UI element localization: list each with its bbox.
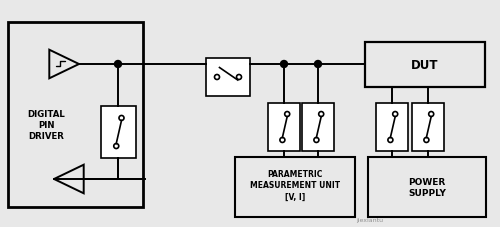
Bar bbox=[368, 157, 486, 217]
Bar bbox=[206, 59, 250, 96]
Circle shape bbox=[280, 61, 287, 68]
Circle shape bbox=[114, 144, 119, 149]
Circle shape bbox=[392, 112, 398, 117]
Circle shape bbox=[428, 112, 434, 117]
Bar bbox=[100, 106, 136, 158]
Bar bbox=[412, 104, 444, 151]
Bar bbox=[268, 104, 300, 151]
Circle shape bbox=[388, 138, 393, 143]
Circle shape bbox=[236, 75, 242, 80]
Text: jiexiantu: jiexiantu bbox=[356, 217, 384, 222]
Bar bbox=[8, 23, 143, 207]
Circle shape bbox=[314, 61, 322, 68]
Circle shape bbox=[318, 112, 324, 117]
Text: PARAMETRIC
MEASUREMENT UNIT
[V, I]: PARAMETRIC MEASUREMENT UNIT [V, I] bbox=[250, 170, 340, 201]
Bar bbox=[235, 157, 355, 217]
Text: DUT: DUT bbox=[411, 59, 439, 72]
Circle shape bbox=[280, 138, 285, 143]
Circle shape bbox=[284, 112, 290, 117]
Circle shape bbox=[119, 116, 124, 121]
Circle shape bbox=[314, 138, 319, 143]
Text: POWER
SUPPLY: POWER SUPPLY bbox=[408, 177, 446, 197]
Circle shape bbox=[114, 61, 121, 68]
Bar bbox=[365, 43, 485, 88]
Bar bbox=[376, 104, 408, 151]
Circle shape bbox=[214, 75, 220, 80]
Circle shape bbox=[424, 138, 429, 143]
Text: DIGITAL
PIN
DRIVER: DIGITAL PIN DRIVER bbox=[27, 109, 65, 141]
Bar bbox=[302, 104, 334, 151]
